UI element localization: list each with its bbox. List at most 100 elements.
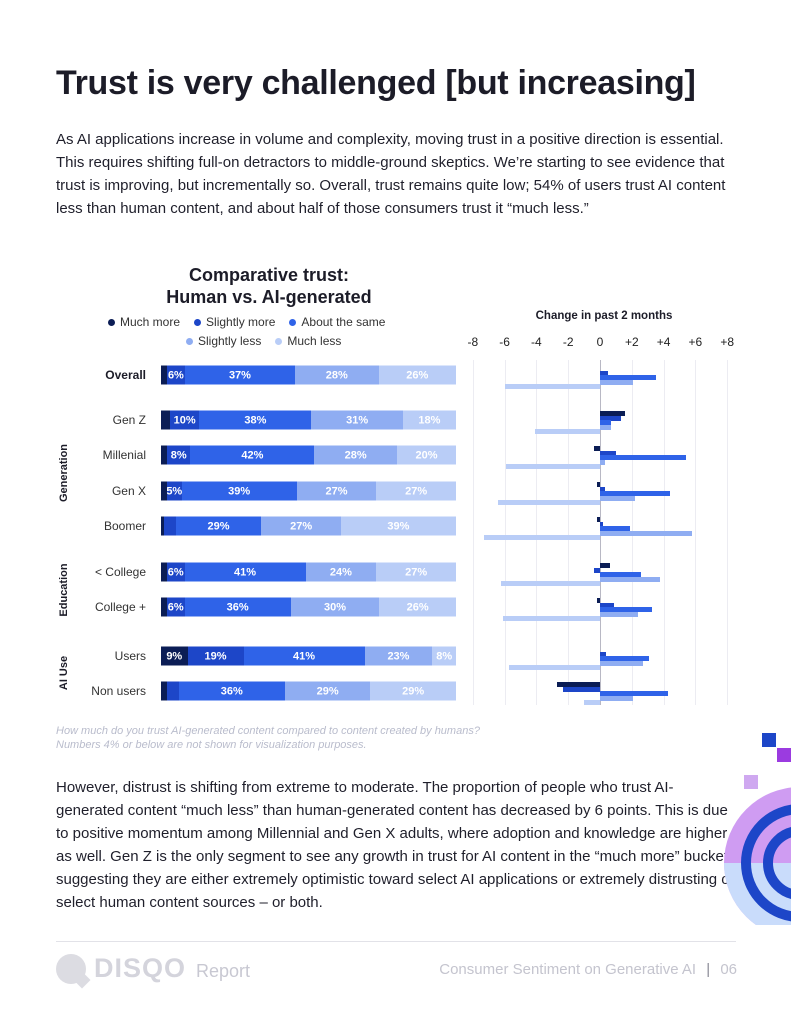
change-bar-about-same bbox=[600, 607, 653, 612]
x-tick-label: +2 bbox=[624, 335, 639, 349]
outro-paragraph: However, distrust is shifting from extre… bbox=[56, 779, 734, 911]
legend-item-slightly-less: Slightly less bbox=[186, 334, 261, 348]
grid-line bbox=[472, 360, 474, 705]
change-bar-slightly-less bbox=[600, 660, 643, 666]
grid-line bbox=[727, 360, 729, 705]
stacked-bar-row: 29% 27% 39% bbox=[161, 516, 456, 536]
deco-square-lilac bbox=[744, 775, 758, 789]
stacked-bar-row: 10% 38% 31% 18% bbox=[161, 410, 456, 430]
bar-segment-slightly-less: 30% bbox=[290, 597, 380, 617]
bar-segment-about-same: 42% bbox=[190, 445, 315, 465]
bar-segment-slightly-more: 8% bbox=[166, 445, 191, 465]
chart-footnote-line1: How much do you trust AI-generated conte… bbox=[56, 725, 480, 737]
change-bar-slightly-less bbox=[600, 424, 612, 430]
group-label-education: Education bbox=[58, 563, 70, 617]
bar-segment-slightly-more: 6% bbox=[166, 365, 185, 385]
deco-ring-outer bbox=[741, 804, 791, 922]
legend-dot-much-more bbox=[108, 318, 115, 326]
change-bar-much-less bbox=[584, 700, 600, 705]
change-bar-slightly-more bbox=[563, 686, 600, 692]
bar-segment-slightly-less: 31% bbox=[311, 410, 403, 430]
bar-segment-much-less: 39% bbox=[340, 516, 456, 536]
bar-segment-much-more bbox=[161, 597, 167, 617]
row-label-college: College + bbox=[94, 600, 146, 614]
row-label-gen-x: Gen X bbox=[111, 484, 146, 498]
change-bar-about-same bbox=[600, 375, 656, 380]
stacked-bar-row: 6% 36% 30% 26% bbox=[161, 597, 456, 617]
bar-segment-slightly-less: 29% bbox=[284, 681, 371, 701]
change-bar-slightly-less bbox=[600, 495, 635, 501]
logo-wordmark: DISQO bbox=[94, 953, 187, 983]
stacked-chart-title-line2: Human vs. AI-generated bbox=[166, 287, 372, 307]
change-bar-about-same bbox=[600, 572, 642, 577]
legend-dot-slightly-less bbox=[186, 337, 193, 345]
legend-dot-about-same bbox=[289, 318, 297, 326]
bar-segment-about-same: 36% bbox=[184, 597, 291, 617]
x-tick-label: -6 bbox=[499, 335, 510, 349]
bar-segment-much-more bbox=[161, 365, 167, 385]
bar-segment-about-same: 41% bbox=[243, 646, 365, 666]
change-bar-slightly-less bbox=[600, 576, 661, 582]
intro-paragraph: As AI applications increase in volume an… bbox=[56, 131, 726, 217]
change-bar-slightly-more bbox=[593, 567, 600, 573]
bar-segment-about-same: 39% bbox=[181, 481, 297, 501]
bar-segment-much-more bbox=[161, 562, 167, 582]
change-bar-slightly-more bbox=[600, 486, 605, 492]
bar-segment-slightly-more: 19% bbox=[187, 646, 244, 666]
bar-segment-much-less: 29% bbox=[370, 681, 456, 701]
bar-segment-much-more bbox=[161, 516, 164, 536]
change-bar-slightly-more bbox=[600, 602, 615, 608]
change-bar-slightly-less bbox=[600, 695, 634, 701]
bar-segment-about-same: 38% bbox=[199, 410, 312, 430]
change-bar-slightly-less bbox=[600, 530, 693, 536]
bar-segment-slightly-more: 6% bbox=[166, 562, 185, 582]
deco-square-purple bbox=[777, 748, 791, 762]
stacked-bar-row: 5% 39% 27% 27% bbox=[161, 481, 456, 501]
bar-segment-much-more bbox=[161, 481, 167, 501]
footer-page-number: 06 bbox=[720, 961, 737, 978]
change-bar-about-same bbox=[600, 491, 670, 496]
row-label-non-users: Non users bbox=[91, 684, 146, 698]
change-bar-about-same bbox=[600, 656, 650, 661]
change-bar-much-less bbox=[483, 535, 600, 540]
change-bar-slightly-less bbox=[600, 611, 639, 617]
change-bar-about-same bbox=[600, 455, 686, 460]
bar-segment-slightly-less: 27% bbox=[261, 516, 341, 536]
chart-legend-row1: Much more Slightly more About the same bbox=[108, 315, 385, 329]
bar-segment-slightly-less: 24% bbox=[305, 562, 377, 582]
bar-segment-much-more bbox=[161, 681, 167, 701]
change-bar-much-more bbox=[600, 563, 610, 568]
legend-item-much-less: Much less bbox=[275, 334, 341, 348]
bar-segment-much-less: 27% bbox=[376, 562, 456, 582]
change-chart-title: Change in past 2 months bbox=[535, 310, 673, 322]
change-bar-slightly-more bbox=[600, 450, 616, 456]
legend-item-much-more: Much more bbox=[108, 315, 180, 329]
bar-segment-slightly-less: 27% bbox=[296, 481, 377, 501]
x-tick-label: +4 bbox=[656, 335, 671, 349]
deco-square-blue bbox=[762, 733, 776, 747]
bar-segment-much-less: 26% bbox=[378, 365, 456, 385]
x-tick-label: +6 bbox=[688, 335, 703, 349]
bar-segment-about-same: 29% bbox=[175, 516, 262, 536]
row-label-college: < College bbox=[94, 565, 146, 579]
deco-ring-inner bbox=[763, 827, 791, 899]
stacked-bar-row: 6% 41% 24% 27% bbox=[161, 562, 456, 582]
legend-dot-much-less bbox=[275, 337, 283, 345]
change-bar-about-same bbox=[600, 526, 631, 531]
bar-segment-about-same: 36% bbox=[178, 681, 285, 701]
footer-separator: | bbox=[706, 961, 711, 978]
legend-item-slightly-more: Slightly more bbox=[194, 315, 275, 329]
bar-segment-much-less: 8% bbox=[432, 646, 456, 666]
bar-segment-slightly-more: 5% bbox=[166, 481, 182, 501]
change-bar-much-more bbox=[596, 598, 600, 603]
x-tick-label: -4 bbox=[531, 335, 542, 349]
bar-segment-about-same: 41% bbox=[184, 562, 306, 582]
bar-segment-slightly-more: 10% bbox=[169, 410, 200, 430]
change-bar-much-less bbox=[503, 616, 600, 621]
change-bar-much-less bbox=[534, 429, 600, 434]
change-bar-much-more bbox=[596, 482, 600, 487]
bar-segment-much-less: 26% bbox=[379, 597, 456, 617]
page-title: Trust is very challenged [but increasing… bbox=[56, 64, 696, 102]
footer-divider bbox=[56, 941, 736, 942]
row-label-boomer: Boomer bbox=[103, 519, 146, 533]
